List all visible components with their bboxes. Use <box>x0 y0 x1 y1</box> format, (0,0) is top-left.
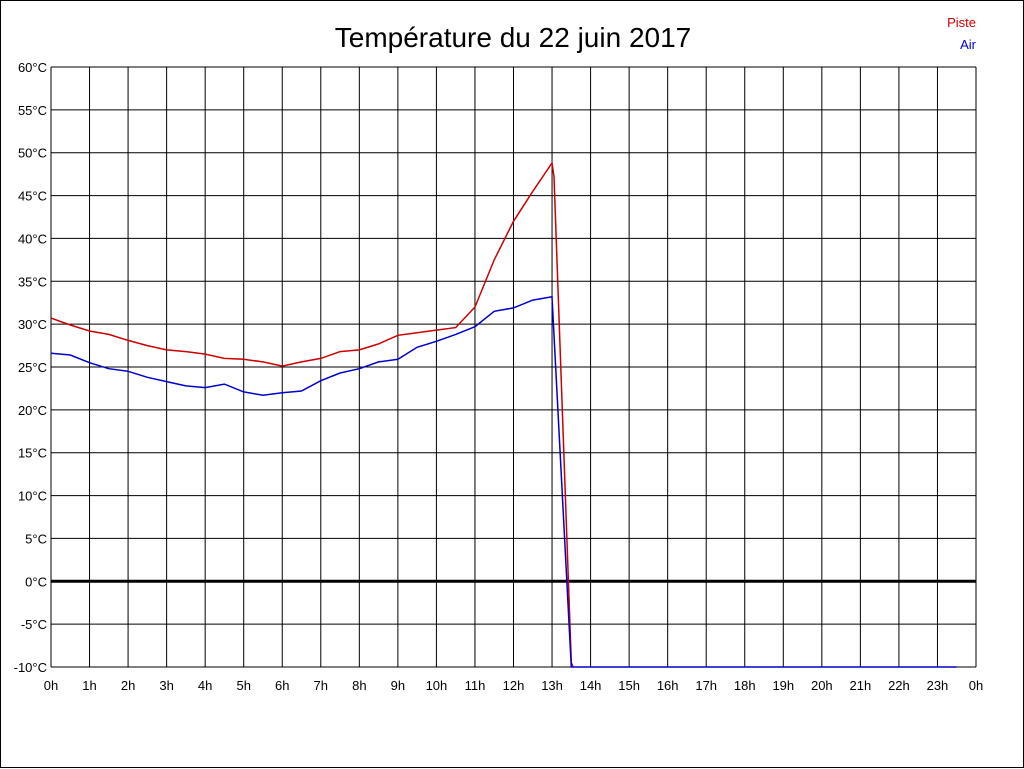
y-tick-label: 60°C <box>18 60 47 75</box>
grid <box>50 66 977 668</box>
legend-entry-piste: Piste <box>947 15 976 30</box>
y-tick-label: 55°C <box>18 103 47 118</box>
x-tick-label: 7h <box>314 678 328 693</box>
y-tick-label: 30°C <box>18 317 47 332</box>
legend-entry-air: Air <box>960 37 977 52</box>
x-tick-label: 3h <box>159 678 173 693</box>
y-tick-label: -5°C <box>21 617 47 632</box>
x-tick-label: 21h <box>850 678 872 693</box>
x-tick-label: 14h <box>580 678 602 693</box>
x-tick-label: 8h <box>352 678 366 693</box>
series-line-air <box>50 295 957 668</box>
x-tick-label: 9h <box>391 678 405 693</box>
series-lines <box>50 160 957 668</box>
x-tick-label: 4h <box>198 678 212 693</box>
x-tick-label: 5h <box>236 678 250 693</box>
x-tick-label: 13h <box>541 678 563 693</box>
y-tick-label: 45°C <box>18 189 47 204</box>
y-tick-label: 25°C <box>18 360 47 375</box>
x-tick-label: 23h <box>927 678 949 693</box>
y-tick-label: -10°C <box>14 660 47 675</box>
x-tick-label: 15h <box>618 678 640 693</box>
y-tick-label: 40°C <box>18 231 47 246</box>
x-tick-label: 10h <box>426 678 448 693</box>
x-tick-label: 1h <box>82 678 96 693</box>
y-tick-label: 5°C <box>25 531 47 546</box>
x-tick-label: 11h <box>465 678 486 693</box>
x-tick-label: 12h <box>503 678 525 693</box>
y-axis-ticks: 60°C 55°C 50°C 45°C 40°C 35°C 30°C 25°C 20°C 15°C… <box>14 60 47 675</box>
x-tick-label: 0h <box>969 678 983 693</box>
x-tick-label: 16h <box>657 678 679 693</box>
legend: Piste Air <box>947 15 977 52</box>
x-tick-label: 0h <box>44 678 58 693</box>
x-tick-label: 2h <box>121 678 135 693</box>
y-tick-label: 15°C <box>18 446 47 461</box>
chart-title: Température du 22 juin 2017 <box>335 22 691 53</box>
y-tick-label: 0°C <box>25 574 47 589</box>
x-tick-label: 18h <box>734 678 756 693</box>
y-tick-label: 35°C <box>18 274 47 289</box>
series-line-piste <box>50 160 574 668</box>
x-tick-label: 6h <box>275 678 289 693</box>
x-tick-label: 17h <box>695 678 717 693</box>
y-tick-label: 20°C <box>18 403 47 418</box>
y-tick-label: 50°C <box>18 146 47 161</box>
x-tick-label: 19h <box>772 678 794 693</box>
x-tick-label: 22h <box>888 678 910 693</box>
y-tick-label: 10°C <box>18 489 47 504</box>
x-axis-ticks: 0h 1h 2h 3h 4h 5h 6h 7h 8h 9h 10h 11h 12h 13h 14h 15h 16… <box>44 678 983 693</box>
x-tick-label: 20h <box>811 678 833 693</box>
